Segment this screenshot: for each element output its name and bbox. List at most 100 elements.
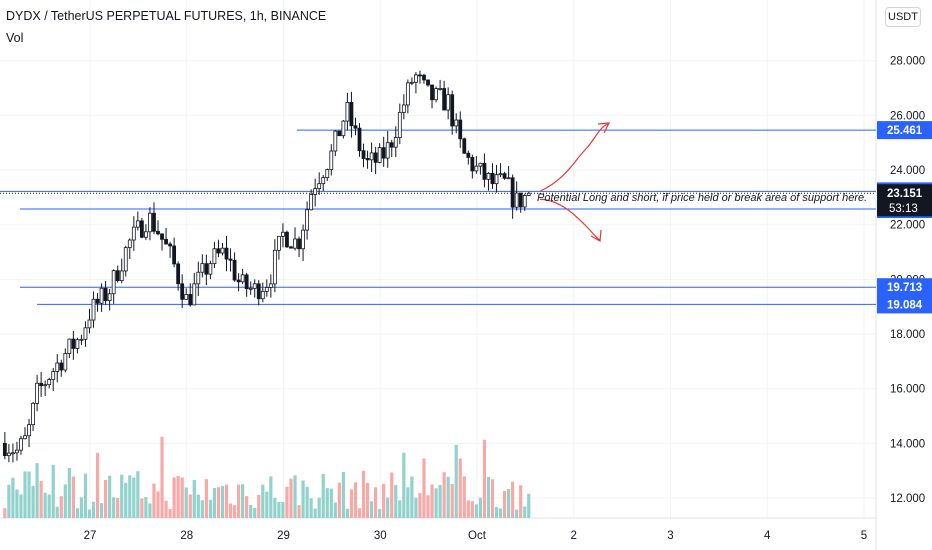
time-tick-label: Oct (468, 530, 487, 542)
candle-body (47, 379, 52, 386)
price-tick-label: 28.000 (890, 56, 925, 68)
volume-bar (329, 488, 333, 518)
volume-bar (164, 500, 168, 518)
candle-body (264, 287, 269, 292)
candle-body (337, 130, 342, 137)
volume-label: Vol (6, 31, 24, 45)
price-tick-label: 22.000 (890, 220, 925, 232)
candle-body (474, 165, 479, 172)
annotation-text: Potential Long and short, if price held … (537, 192, 868, 204)
arrow-up-head (597, 122, 611, 134)
volume-bar (87, 509, 92, 518)
volume-bar (293, 475, 297, 518)
volume-bar (450, 484, 454, 518)
volume-bar (498, 508, 503, 518)
candle-body (196, 271, 201, 285)
volume-bar (3, 508, 7, 518)
candle-body (43, 384, 48, 387)
candle-body (393, 137, 398, 148)
candle-body (349, 101, 354, 127)
candle-body (176, 263, 181, 285)
volume-bar (430, 484, 434, 518)
volume-bar (91, 501, 96, 518)
candle-body (228, 258, 233, 261)
price-tick-label: 18.000 (890, 329, 925, 341)
currency-button[interactable]: USDT (885, 7, 921, 27)
volume-bar (224, 484, 229, 518)
volume-bar (27, 471, 31, 518)
candle-body (341, 120, 346, 137)
candle-body (268, 283, 273, 288)
candle-body (470, 157, 475, 172)
volume-bar (104, 479, 108, 518)
volume-bar (208, 499, 212, 518)
candle-body (99, 287, 104, 304)
candle-body (172, 245, 177, 265)
volume-bar (410, 476, 414, 518)
candle-body (450, 94, 455, 127)
candle-body (184, 294, 189, 300)
volume-bar (200, 500, 204, 518)
candle-body (75, 339, 80, 349)
volume-bar (265, 491, 269, 518)
candle-body (131, 226, 136, 241)
candle-body (381, 147, 386, 159)
volume-bar (15, 489, 19, 518)
volume-bar (237, 484, 241, 518)
volume-bar (285, 486, 289, 518)
candle-body (188, 294, 193, 306)
level-price-tag (877, 295, 932, 314)
candle-body (498, 173, 503, 176)
volume-bar (511, 481, 515, 518)
candle-body (115, 270, 120, 282)
candle-body (180, 283, 185, 300)
candle-body (2, 442, 7, 457)
volume-bar (148, 503, 152, 518)
volume-bar (321, 474, 325, 518)
volume-bar (144, 497, 148, 518)
time-tick-label: 29 (277, 530, 290, 542)
last-price-tag (877, 184, 932, 217)
candle-body (39, 382, 44, 387)
time-tick-label: 3 (667, 530, 673, 542)
volume-bar (482, 439, 487, 518)
volume-bar (99, 503, 104, 518)
volume-bar (31, 485, 35, 518)
candle-body (35, 382, 39, 404)
volume-bar (527, 493, 531, 518)
candle-body (91, 298, 96, 321)
candle-body (67, 338, 72, 354)
volume-bar (253, 507, 257, 518)
candle-body (369, 152, 374, 161)
candle-body (377, 147, 382, 163)
candle-body (478, 162, 483, 167)
candle-body (71, 338, 76, 349)
volume-bar (63, 484, 67, 518)
volume-bar (43, 492, 47, 518)
candle-body (401, 104, 406, 113)
volume-bar (120, 474, 124, 518)
candle-body (216, 248, 221, 254)
volume-bar (462, 476, 466, 518)
volume-bar (192, 479, 196, 518)
candle-body (325, 169, 330, 178)
volume-bar (519, 485, 523, 518)
candle-body (482, 162, 487, 180)
candle-body (232, 259, 237, 281)
volume-bar (486, 476, 491, 518)
volume-bar (454, 444, 458, 518)
candle-body (281, 231, 285, 237)
volume-bar (232, 505, 237, 518)
candle-body (434, 88, 438, 101)
volume-bar (249, 504, 253, 518)
candle-body (389, 142, 394, 148)
candle-body (317, 183, 322, 189)
candle-body (135, 220, 140, 228)
candle-body (293, 238, 297, 249)
time-tick-label: 5 (861, 530, 867, 542)
volume-bar (507, 489, 511, 518)
candle-body (27, 424, 31, 437)
candle-body (385, 142, 390, 159)
candle-body (422, 74, 426, 81)
